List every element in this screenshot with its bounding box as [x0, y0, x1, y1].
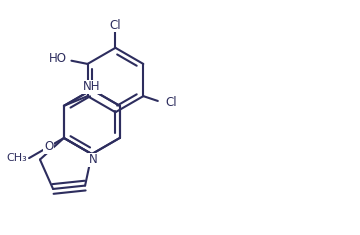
Text: NH: NH [83, 80, 100, 93]
Text: CH₃: CH₃ [6, 153, 27, 163]
Text: N: N [89, 153, 97, 166]
Text: Cl: Cl [166, 96, 177, 110]
Text: O: O [44, 140, 53, 153]
Text: HO: HO [49, 52, 67, 65]
Text: Cl: Cl [109, 19, 121, 32]
